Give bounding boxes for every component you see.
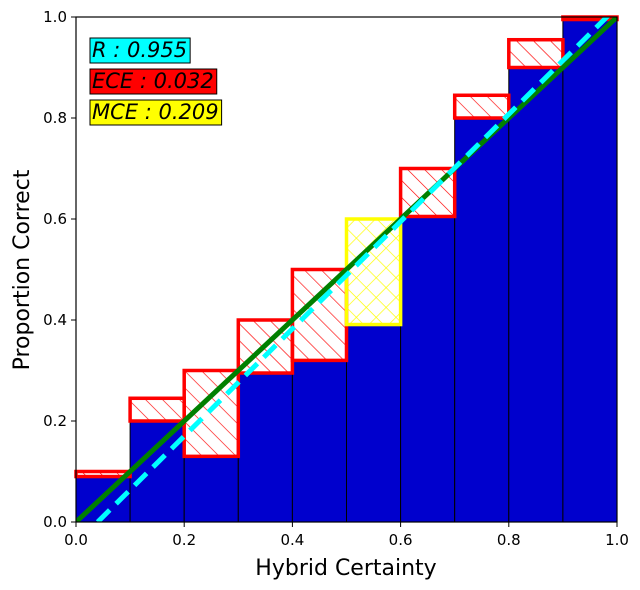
accuracy-bar-9 [562,19,618,523]
accuracy-bar-3 [237,372,293,523]
accuracy-bar-8 [508,67,564,523]
x-tick-label-0: 0.0 [64,531,88,549]
stat-text-2: MCE : 0.209 [92,100,219,124]
accuracy-bar-5 [346,324,402,523]
y-tick-label-4: 0.8 [43,109,67,127]
plot-area [74,15,619,523]
stat-1: ECE : 0.032 [89,68,218,95]
x-tick-label-4: 0.8 [497,531,521,549]
gap-box-1 [128,396,186,423]
y-tick-label-1: 0.2 [43,412,67,430]
stat-2: MCE : 0.209 [89,99,223,126]
perfect-calibration-line [76,17,617,522]
gap-box-8 [507,37,565,70]
stat-bg-0 [89,37,191,64]
gap-box-5 [344,217,403,327]
calibration-fit-line [95,17,611,522]
accuracy-bar-6 [400,215,456,523]
accuracy-bar-4 [291,359,347,523]
y-tick-label-5: 1.0 [43,8,67,26]
x-tick-label-2: 0.4 [280,531,304,549]
y-tick-label-0: 0.0 [43,513,67,531]
stats-box: R : 0.955 ECE : 0.032 MCE : 0.209 [89,37,223,126]
stat-bg-2 [89,99,223,126]
x-tick-label-1: 0.2 [172,531,196,549]
stat-bg-1 [89,68,218,95]
accuracy-bar-2 [183,455,239,523]
stat-0: R : 0.955 [89,37,191,64]
x-tick-label-5: 1.0 [605,531,629,549]
accuracy-bar-7 [454,117,510,523]
y-tick-label-3: 0.6 [43,210,67,228]
stat-text-0: R : 0.955 [92,38,187,62]
plot-frame [75,16,618,523]
gap-box-7 [452,93,511,120]
stat-text-1: ECE : 0.032 [92,69,214,93]
axes: 0.0 0.2 0.4 0.6 0.8 1.0 0.0 0.2 0.4 0.6 0.8 1.0 [43,8,629,549]
y-tick-label-2: 0.4 [43,311,67,329]
x-axis-label: Hybrid Certainty [255,556,436,581]
accuracy-bar-1 [129,420,185,523]
reference-lines [76,17,617,522]
y-axis-label: Proportion Correct [10,169,35,370]
x-tick-label-3: 0.6 [389,531,413,549]
